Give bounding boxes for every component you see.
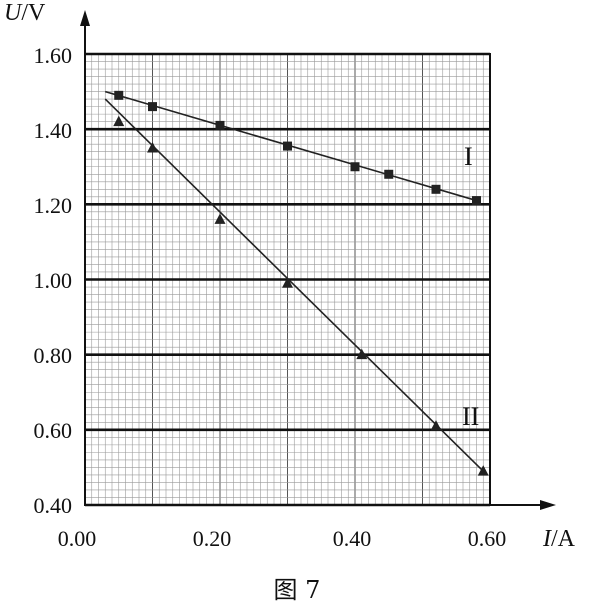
- series-1-point: [114, 90, 124, 100]
- y-axis-label: U/V: [4, 0, 46, 26]
- y-tick-label: 1.00: [34, 268, 73, 293]
- y-tick-label: 0.80: [34, 343, 73, 368]
- series-label-1: I: [464, 142, 473, 171]
- series-label-2: II: [462, 402, 479, 431]
- series-1-point: [215, 120, 225, 130]
- x-axis-symbol: I: [542, 526, 552, 552]
- x-axis-arrow: [540, 500, 556, 510]
- grid: [84, 52, 491, 507]
- series-2-point: [214, 213, 226, 224]
- y-tick-label: 1.40: [34, 118, 73, 143]
- series-1-point: [350, 162, 360, 172]
- series-2-point: [430, 420, 442, 431]
- y-tick-label: 1.20: [34, 193, 73, 218]
- series-2-fit-line: [104, 98, 484, 472]
- y-tick-label: 0.60: [34, 418, 73, 443]
- y-axis-symbol: U: [4, 0, 23, 26]
- x-tick-label: 0.40: [333, 526, 372, 551]
- series-group: [104, 90, 489, 476]
- series-2-point: [356, 348, 368, 360]
- series-2-point: [477, 465, 489, 476]
- axes: [80, 10, 556, 510]
- y-axis-arrow: [80, 10, 90, 26]
- x-axis-label: I/A: [542, 526, 576, 552]
- series-1-point: [384, 169, 394, 179]
- series-1-point: [148, 102, 157, 112]
- y-tick-label: 0.40: [34, 493, 73, 518]
- y-tick-label: 1.60: [34, 43, 73, 68]
- y-axis-unit: /V: [21, 0, 46, 26]
- x-tick-label: 0.60: [468, 526, 507, 551]
- x-tick-label: 0.20: [193, 526, 232, 551]
- x-axis-unit: /A: [551, 526, 576, 552]
- series-2-point: [147, 141, 158, 153]
- series-1-point: [472, 196, 481, 206]
- series-1-point: [431, 184, 441, 194]
- series-2-point: [113, 115, 125, 127]
- figure-caption: 图 7: [274, 576, 321, 604]
- series-1-point: [283, 141, 292, 151]
- x-tick-label: 0.00: [58, 526, 97, 551]
- series-2-point: [282, 277, 293, 288]
